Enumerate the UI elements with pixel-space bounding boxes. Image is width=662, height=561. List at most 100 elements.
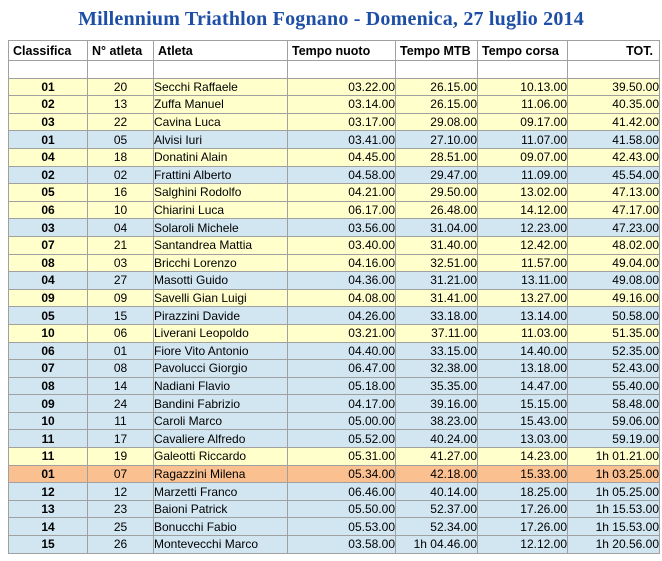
cell-atleta: Chiarini Luca [153,200,288,220]
cell-atleta: Ragazzini Milena [153,464,288,484]
cell-classifica: 06 [8,200,88,220]
cell-tot: 47.17.00 [567,200,660,220]
cell-classifica: 05 [8,306,88,325]
cell-tempo-corsa: 14.12.00 [477,200,568,220]
cell-tempo-nuoto: 03.21.00 [287,323,396,343]
cell-atleta: Galeotti Riccardo [153,447,288,466]
cell-classifica: 03 [8,112,88,132]
cell-classifica: 04 [8,271,88,290]
table-row: 15 26 Montevecchi Marco 03.58.00 1h 04.46.00… [8,535,660,554]
cell-tot: 1h 05.25.00 [567,482,660,501]
table-row: 11 19 Galeotti Riccardo 05.31.00 41.27.00 14.… [8,447,660,466]
cell-classifica: 05 [8,183,88,202]
cell-tempo-mtb: 39.16.00 [395,394,478,413]
cell-tempo-nuoto: 04.45.00 [287,147,396,167]
spacer-cell [477,60,568,79]
cell-tempo-nuoto: 03.14.00 [287,95,396,114]
cell-classifica: 14 [8,517,88,537]
table-row: 04 18 Donatini Alain 04.45.00 28.51.00 09.07.… [8,147,660,167]
table-row: 01 07 Ragazzini Milena 05.34.00 42.18.00 15.3… [8,464,660,484]
cell-tempo-corsa: 17.26.00 [477,517,568,537]
cell-tot: 58.48.00 [567,394,660,413]
header-tempo-corsa: Tempo corsa [477,40,568,61]
cell-tempo-mtb: 31.40.00 [395,235,478,255]
cell-classifica: 01 [8,130,88,149]
cell-tempo-mtb: 42.18.00 [395,464,478,484]
cell-tot: 52.35.00 [567,341,660,361]
cell-classifica: 07 [8,359,88,378]
cell-tempo-corsa: 14.23.00 [477,447,568,466]
cell-tempo-mtb: 26.48.00 [395,200,478,220]
cell-numero-atleta: 09 [87,288,154,308]
cell-tempo-mtb: 29.50.00 [395,183,478,202]
header-tempo-nuoto: Tempo nuoto [287,40,396,61]
table-body: 01 20 Secchi Raffaele 03.22.00 26.15.00 10.13… [8,60,660,554]
cell-tot: 1h 15.53.00 [567,517,660,537]
cell-tempo-corsa: 18.25.00 [477,482,568,501]
cell-atleta: Liverani Leopoldo [153,323,288,343]
cell-tempo-mtb: 28.51.00 [395,147,478,167]
cell-tempo-corsa: 09.07.00 [477,147,568,167]
header-atleta: Atleta [153,40,288,61]
cell-numero-atleta: 02 [87,165,154,185]
cell-tempo-nuoto: 03.17.00 [287,112,396,132]
table-row: 01 20 Secchi Raffaele 03.22.00 26.15.00 10.13… [8,77,660,97]
cell-tot: 47.13.00 [567,183,660,202]
cell-numero-atleta: 15 [87,306,154,325]
cell-tempo-mtb: 52.34.00 [395,517,478,537]
cell-tot: 40.35.00 [567,95,660,114]
cell-numero-atleta: 16 [87,183,154,202]
cell-tempo-nuoto: 03.40.00 [287,235,396,255]
cell-classifica: 09 [8,394,88,413]
cell-tempo-corsa: 14.47.00 [477,376,568,396]
cell-tempo-mtb: 40.14.00 [395,482,478,501]
spacer-cell [87,60,154,79]
cell-classifica: 09 [8,288,88,308]
cell-atleta: Donatini Alain [153,147,288,167]
cell-tempo-nuoto: 05.31.00 [287,447,396,466]
cell-classifica: 12 [8,482,88,501]
cell-tempo-mtb: 27.10.00 [395,130,478,149]
spacer-cell [395,60,478,79]
table-row: 02 13 Zuffa Manuel 03.14.00 26.15.00 11.06.00… [8,95,660,114]
cell-atleta: Fiore Vito Antonio [153,341,288,361]
table-row: 10 11 Caroli Marco 05.00.00 38.23.00 15.43.00… [8,411,660,431]
cell-tempo-nuoto: 05.53.00 [287,517,396,537]
table-header: Classifica N° atleta Atleta Tempo nuoto … [8,40,660,61]
cell-tempo-corsa: 14.40.00 [477,341,568,361]
cell-classifica: 10 [8,323,88,343]
cell-tempo-corsa: 13.27.00 [477,288,568,308]
cell-atleta: Cavina Luca [153,112,288,132]
cell-tempo-nuoto: 04.08.00 [287,288,396,308]
header-numero-atleta: N° atleta [87,40,154,61]
table-row: 08 03 Bricchi Lorenzo 04.16.00 32.51.00 11.57… [8,253,660,273]
cell-classifica: 11 [8,429,88,449]
cell-tempo-mtb: 26.15.00 [395,77,478,97]
cell-tempo-nuoto: 05.34.00 [287,464,396,484]
cell-numero-atleta: 18 [87,147,154,167]
cell-tempo-mtb: 1h 04.46.00 [395,535,478,554]
cell-tempo-nuoto: 03.22.00 [287,77,396,97]
header-tot: TOT. [567,40,660,61]
cell-tempo-nuoto: 06.47.00 [287,359,396,378]
cell-tempo-corsa: 13.11.00 [477,271,568,290]
cell-tempo-corsa: 12.42.00 [477,235,568,255]
cell-tot: 48.02.00 [567,235,660,255]
cell-numero-atleta: 19 [87,447,154,466]
cell-tempo-mtb: 38.23.00 [395,411,478,431]
cell-classifica: 07 [8,235,88,255]
cell-numero-atleta: 25 [87,517,154,537]
cell-atleta: Masotti Guido [153,271,288,290]
cell-tempo-mtb: 31.04.00 [395,218,478,237]
cell-tot: 39.50.00 [567,77,660,97]
cell-numero-atleta: 05 [87,130,154,149]
cell-tempo-corsa: 13.14.00 [477,306,568,325]
cell-atleta: Salghini Rodolfo [153,183,288,202]
cell-classifica: 08 [8,253,88,273]
cell-classifica: 15 [8,535,88,554]
cell-atleta: Bricchi Lorenzo [153,253,288,273]
cell-classifica: 11 [8,447,88,466]
cell-numero-atleta: 20 [87,77,154,97]
cell-tempo-nuoto: 04.58.00 [287,165,396,185]
